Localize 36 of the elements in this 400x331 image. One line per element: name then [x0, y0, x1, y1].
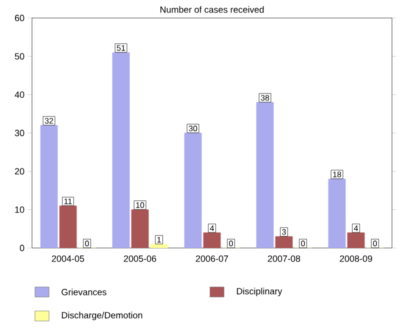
- chart-title: Number of cases received: [160, 6, 264, 13]
- x-tick-label: 2006-07: [196, 255, 228, 262]
- y-tick-label: 40: [14, 91, 24, 98]
- bar: [150, 244, 168, 248]
- data-label: 38: [260, 94, 270, 101]
- data-label: 1: [157, 236, 161, 242]
- y-tick-label: 50: [14, 53, 24, 60]
- data-label: 18: [333, 172, 342, 178]
- legend-label: Discharge/Demotion: [62, 312, 142, 320]
- bar: [256, 102, 274, 248]
- data-label: 10: [136, 202, 144, 208]
- data-label: 0: [85, 240, 89, 246]
- data-label: 0: [229, 240, 233, 246]
- y-tick-label: 60: [14, 14, 24, 22]
- bar: [184, 132, 202, 248]
- data-label: 32: [44, 118, 54, 124]
- legend-label: Disciplinary: [236, 288, 282, 296]
- x-tick-label: 2004-05: [52, 255, 84, 262]
- data-label: 30: [188, 126, 198, 132]
- x-tick-label: 2005-06: [124, 255, 156, 262]
- bar: [40, 125, 58, 248]
- data-label: 0: [301, 240, 305, 246]
- y-tick-label: 10: [15, 206, 24, 213]
- bar: [112, 52, 130, 248]
- data-label: 3: [282, 229, 286, 235]
- y-tick-label: 30: [14, 130, 24, 136]
- data-label: 4: [210, 225, 214, 231]
- data-label: 4: [354, 225, 358, 231]
- x-tick-label: 2008-09: [340, 255, 372, 262]
- legend-label: Grievances: [62, 288, 106, 296]
- y-tick-label: 0: [20, 244, 24, 252]
- y-tick-label: 20: [14, 168, 24, 175]
- data-label: 0: [373, 240, 377, 246]
- x-tick-label: 2007-08: [268, 255, 300, 262]
- data-label: 11: [64, 198, 72, 204]
- data-label: 51: [116, 45, 126, 51]
